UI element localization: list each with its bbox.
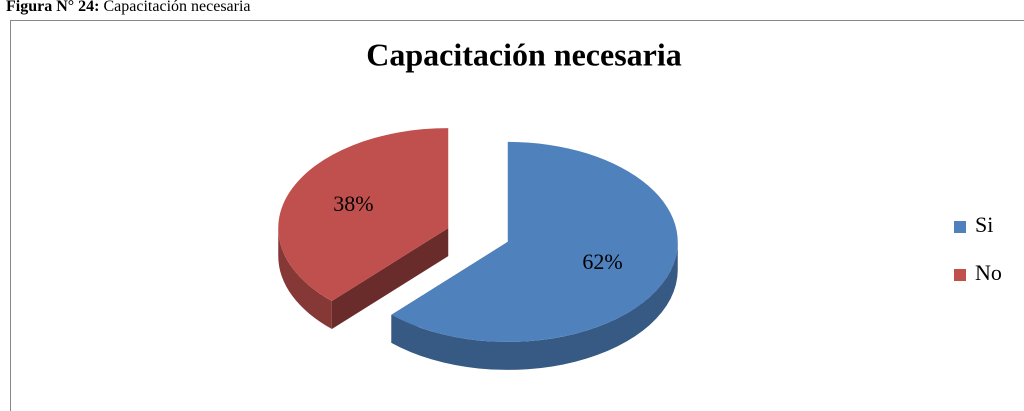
caption-text: Capacitación necesaria [104, 0, 251, 15]
slice [278, 128, 449, 301]
slice-side [278, 228, 332, 329]
slice-side [391, 241, 678, 370]
legend-swatch [954, 269, 966, 281]
legend-label: No [975, 260, 1002, 285]
slice-cut-face [331, 228, 449, 329]
slice [391, 141, 678, 342]
chart-title: Capacitación necesaria [366, 36, 682, 72]
legend-label: Si [975, 212, 993, 237]
data-label: 38% [333, 191, 373, 216]
caption-label: Figura N° 24: [6, 0, 100, 15]
data-label: 62% [582, 249, 622, 274]
legend-swatch [954, 221, 966, 233]
caption: Figura N° 24: Capacitación necesaria [6, 0, 251, 15]
